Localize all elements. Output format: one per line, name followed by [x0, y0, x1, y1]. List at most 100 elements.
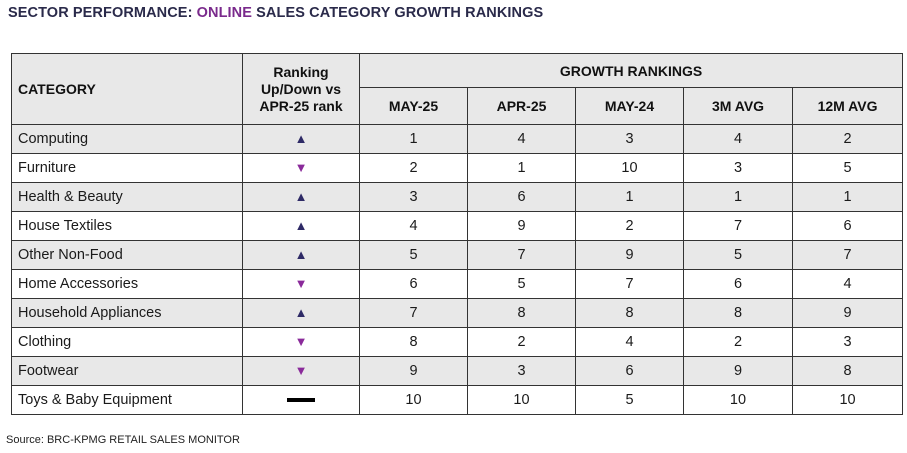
title-suffix: SALES CATEGORY GROWTH RANKINGS — [252, 5, 544, 21]
rank-cell: 5 — [359, 240, 468, 270]
table-row: Household Appliances ▲ 7 8 8 8 9 — [11, 298, 904, 328]
rank-cell: 4 — [467, 124, 576, 154]
header-col: MAY-24 — [575, 87, 684, 125]
rank-cell: 9 — [467, 211, 576, 241]
header-category: CATEGORY — [11, 53, 243, 125]
rank-cell: 4 — [575, 327, 684, 357]
rank-cell: 7 — [467, 240, 576, 270]
header-ranking-line2: Up/Down vs — [260, 80, 342, 97]
rank-cell: 6 — [359, 269, 468, 299]
header-ranking-line3: APR-25 rank — [259, 97, 343, 114]
table-row: Computing ▲ 1 4 3 4 2 — [11, 124, 904, 154]
header-col: MAY-25 — [359, 87, 468, 125]
table-row: Clothing ▼ 8 2 4 2 3 — [11, 327, 904, 357]
rank-cell: 2 — [791, 124, 904, 154]
table-body: Computing ▲ 1 4 3 4 2 Furniture ▼ 2 1 10 3 5 Health & … — [11, 124, 904, 415]
rank-cell: 10 — [467, 385, 576, 415]
up-triangle-icon: ▲ — [294, 131, 308, 146]
up-triangle-icon: ▲ — [294, 218, 308, 233]
header-col: APR-25 — [467, 87, 576, 125]
header-growth-rankings: GROWTH RANKINGS — [358, 53, 904, 88]
rank-cell: 8 — [683, 298, 793, 328]
rank-cell: 5 — [791, 153, 904, 183]
title-prefix: SECTOR PERFORMANCE: — [8, 5, 197, 21]
table-row: House Textiles ▲ 4 9 2 7 6 — [11, 211, 904, 241]
source-note: Source: BRC-KPMG RETAIL SALES MONITOR — [6, 434, 240, 446]
table-row: Toys & Baby Equipment 10 10 5 10 10 — [11, 385, 904, 415]
table-row: Other Non-Food ▲ 5 7 9 5 7 — [11, 240, 904, 270]
rank-cell: 5 — [575, 385, 684, 415]
down-triangle-icon: ▼ — [294, 160, 308, 175]
category-cell: Other Non-Food — [11, 240, 243, 270]
category-cell: Health & Beauty — [11, 182, 243, 212]
rank-cell: 4 — [791, 269, 904, 299]
rank-cell: 2 — [359, 153, 468, 183]
trend-cell: ▲ — [242, 211, 360, 241]
rank-cell: 4 — [683, 124, 793, 154]
rank-cell: 1 — [359, 124, 468, 154]
up-triangle-icon: ▲ — [294, 247, 308, 262]
rankings-table: CATEGORY Ranking Up/Down vs APR-25 rank … — [11, 53, 904, 415]
up-triangle-icon: ▲ — [294, 189, 308, 204]
rank-cell: 9 — [791, 298, 904, 328]
rank-cell: 1 — [575, 182, 684, 212]
trend-cell: ▲ — [242, 182, 360, 212]
up-triangle-icon: ▲ — [294, 305, 308, 320]
rank-cell: 2 — [575, 211, 684, 241]
rank-cell: 5 — [467, 269, 576, 299]
header-col: 12M AVG — [791, 87, 904, 125]
rank-cell: 4 — [359, 211, 468, 241]
rank-cell: 3 — [575, 124, 684, 154]
rank-cell: 2 — [467, 327, 576, 357]
rank-cell: 9 — [575, 240, 684, 270]
header-ranking-line1: Ranking — [273, 63, 329, 80]
category-cell: Computing — [11, 124, 243, 154]
category-cell: House Textiles — [11, 211, 243, 241]
rank-cell: 6 — [467, 182, 576, 212]
rank-cell: 10 — [683, 385, 793, 415]
rank-cell: 3 — [467, 356, 576, 386]
table-row: Health & Beauty ▲ 3 6 1 1 1 — [11, 182, 904, 212]
rank-cell: 10 — [791, 385, 904, 415]
down-triangle-icon: ▼ — [294, 276, 308, 291]
rank-cell: 3 — [683, 153, 793, 183]
category-cell: Toys & Baby Equipment — [11, 385, 243, 415]
flat-dash-icon — [287, 398, 315, 403]
rank-cell: 9 — [683, 356, 793, 386]
category-cell: Household Appliances — [11, 298, 243, 328]
header-ranking: Ranking Up/Down vs APR-25 rank — [242, 53, 360, 125]
trend-cell — [242, 385, 360, 415]
trend-cell: ▼ — [242, 269, 360, 299]
rank-cell: 1 — [683, 182, 793, 212]
table-row: Home Accessories ▼ 6 5 7 6 4 — [11, 269, 904, 299]
rank-cell: 6 — [683, 269, 793, 299]
rank-cell: 3 — [359, 182, 468, 212]
rank-cell: 10 — [359, 385, 468, 415]
rank-cell: 9 — [359, 356, 468, 386]
rank-cell: 7 — [791, 240, 904, 270]
trend-cell: ▲ — [242, 240, 360, 270]
rank-cell: 8 — [575, 298, 684, 328]
trend-cell: ▼ — [242, 153, 360, 183]
rank-cell: 6 — [575, 356, 684, 386]
rank-cell: 7 — [683, 211, 793, 241]
table-row: Footwear ▼ 9 3 6 9 8 — [11, 356, 904, 386]
rank-cell: 8 — [359, 327, 468, 357]
table-row: Furniture ▼ 2 1 10 3 5 — [11, 153, 904, 183]
rank-cell: 3 — [791, 327, 904, 357]
rank-cell: 6 — [791, 211, 904, 241]
rank-cell: 1 — [791, 182, 904, 212]
category-cell: Clothing — [11, 327, 243, 357]
category-cell: Furniture — [11, 153, 243, 183]
trend-cell: ▲ — [242, 124, 360, 154]
category-cell: Home Accessories — [11, 269, 243, 299]
trend-cell: ▲ — [242, 298, 360, 328]
rank-cell: 2 — [683, 327, 793, 357]
rank-cell: 7 — [359, 298, 468, 328]
title-accent: ONLINE — [196, 5, 253, 21]
down-triangle-icon: ▼ — [294, 363, 308, 378]
rank-cell: 1 — [467, 153, 576, 183]
rank-cell: 8 — [791, 356, 904, 386]
rank-cell: 8 — [467, 298, 576, 328]
rank-cell: 5 — [683, 240, 793, 270]
